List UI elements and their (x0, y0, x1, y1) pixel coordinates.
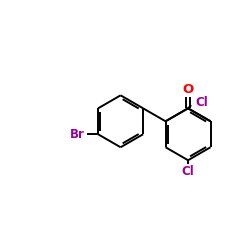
Text: O: O (182, 83, 194, 96)
Text: Cl: Cl (182, 165, 194, 178)
Text: Cl: Cl (196, 96, 208, 109)
Text: Br: Br (70, 128, 84, 141)
